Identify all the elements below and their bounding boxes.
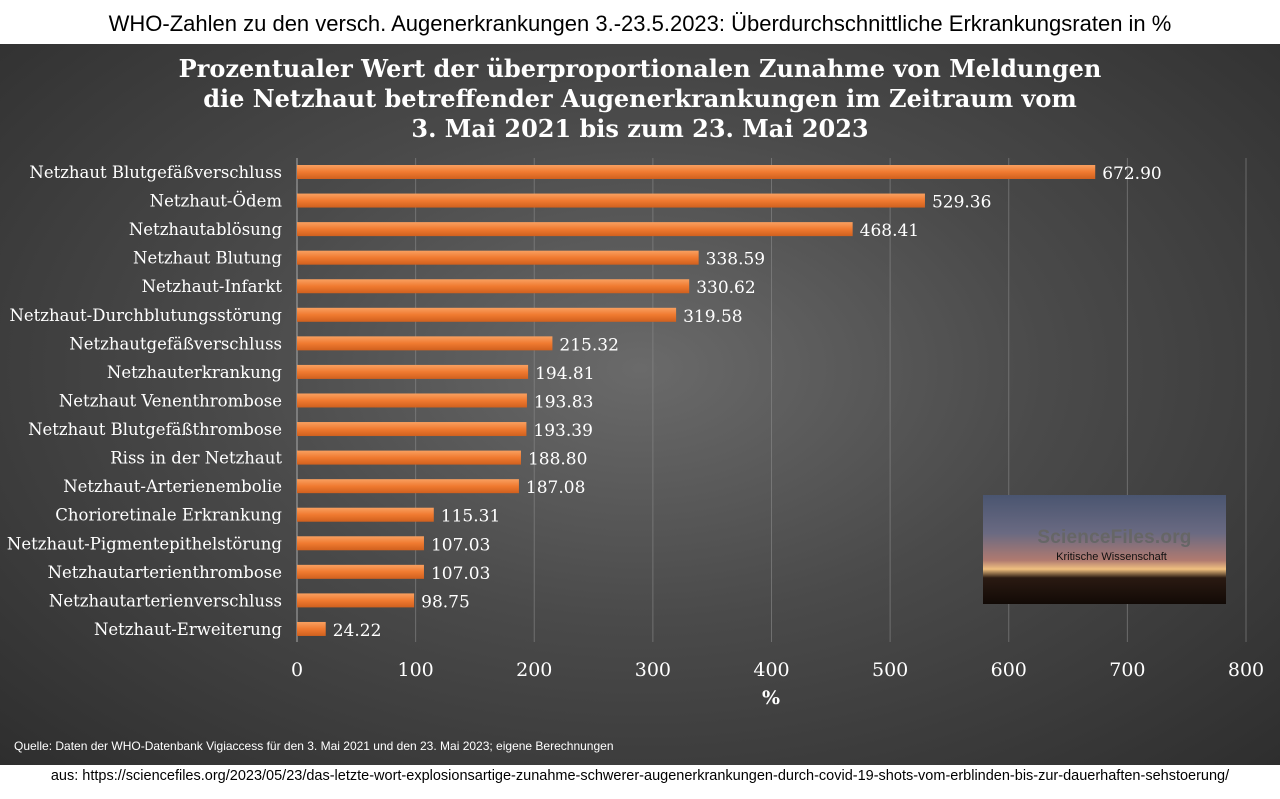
bar	[297, 165, 1096, 179]
logo-subtitle: Kritische Wissenschaft	[1056, 551, 1167, 563]
bar	[297, 479, 519, 494]
value-label: 672.90	[1102, 164, 1161, 184]
category-label: Netzhautgefäßverschluss	[69, 334, 282, 353]
category-label: Riss in der Netzhaut	[110, 449, 282, 468]
bar	[297, 279, 690, 294]
x-tick-label: 0	[291, 659, 303, 681]
value-label: 107.03	[431, 535, 490, 555]
category-label: Netzhaut-Infarkt	[142, 277, 283, 296]
value-label: 115.31	[441, 507, 500, 527]
category-label: Netzhaut-Arterienembolie	[63, 477, 282, 496]
value-label: 338.59	[706, 250, 765, 270]
bar	[297, 222, 853, 237]
x-tick-label: 500	[872, 659, 908, 681]
page-title: WHO-Zahlen zu den versch. Augenerkrankun…	[108, 11, 1172, 36]
value-label: 187.08	[526, 478, 585, 498]
category-label: Netzhauterkrankung	[107, 363, 283, 382]
value-label: 24.22	[333, 621, 382, 641]
category-label: Netzhaut-Durchblutungsstörung	[9, 306, 282, 325]
source-note: Quelle: Daten der WHO-Datenbank Vigiacce…	[14, 739, 614, 753]
value-label: 330.62	[696, 278, 755, 298]
category-label: Chorioretinale Erkrankung	[55, 506, 282, 525]
value-label: 193.83	[534, 392, 593, 412]
x-tick-label: 300	[635, 659, 671, 681]
category-label: Netzhautablösung	[129, 220, 283, 239]
bar	[297, 507, 434, 522]
x-tick-label: 700	[1109, 659, 1145, 681]
value-label: 529.36	[932, 193, 991, 213]
category-label: Netzhaut-Erweiterung	[94, 620, 282, 639]
category-label: Netzhaut-Pigmentepithelstörung	[7, 534, 283, 553]
value-label: 319.58	[683, 307, 742, 327]
bar	[297, 393, 527, 408]
bar	[297, 564, 424, 579]
bar	[297, 422, 527, 437]
chart-panel	[0, 44, 1280, 765]
bar	[297, 364, 529, 379]
bar	[297, 536, 424, 551]
value-label: 194.81	[535, 364, 594, 384]
value-label: 188.80	[528, 450, 587, 470]
bar	[297, 593, 415, 608]
chart-title-line: 3. Mai 2021 bis zum 23. Mai 2023	[411, 114, 869, 143]
category-label: Netzhaut Blutgefäßverschluss	[29, 163, 282, 182]
x-tick-label: 600	[991, 659, 1027, 681]
value-label: 215.32	[559, 335, 618, 355]
sciencefiles-logo: ScienceFiles.org Kritische Wissenschaft	[983, 495, 1226, 604]
category-label: Netzhaut Venenthrombose	[59, 391, 282, 410]
chart-title: Prozentualer Wert der überproportionalen…	[0, 54, 1280, 144]
bar	[297, 250, 699, 265]
chart-title-line: Prozentualer Wert der überproportionalen…	[178, 54, 1102, 83]
x-tick-label: 400	[753, 659, 789, 681]
bar	[297, 450, 521, 465]
category-label: Netzhautarterienthrombose	[48, 563, 282, 582]
category-label: Netzhautarterienverschluss	[49, 591, 282, 610]
x-tick-label: 100	[397, 659, 433, 681]
bar	[297, 193, 925, 208]
bar	[297, 621, 326, 636]
category-label: Netzhaut-Ödem	[150, 191, 283, 211]
value-label: 98.75	[421, 592, 470, 612]
value-label: 107.03	[431, 564, 490, 584]
bar	[297, 307, 677, 322]
x-tick-label: 200	[516, 659, 552, 681]
x-tick-label: 800	[1228, 659, 1264, 681]
value-label: 193.39	[533, 421, 592, 441]
category-label: Netzhaut Blutgefäßthrombose	[28, 420, 282, 439]
x-axis-label: %	[762, 687, 780, 709]
logo-title: ScienceFiles.org	[1037, 527, 1192, 548]
category-label: Netzhaut Blutung	[133, 249, 282, 268]
value-label: 468.41	[860, 221, 919, 241]
bar	[297, 336, 553, 351]
chart-title-line: die Netzhaut betreffender Augenerkrankun…	[203, 84, 1077, 113]
source-url: aus: https://sciencefiles.org/2023/05/23…	[50, 768, 1230, 784]
